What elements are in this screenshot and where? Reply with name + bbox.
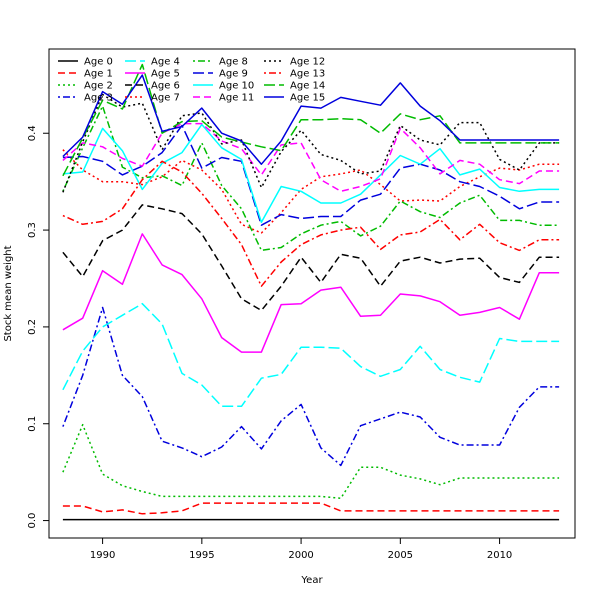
legend-label: Age 0 [84, 57, 113, 68]
series-line-age-3 [62, 306, 560, 467]
series-line-age-7 [62, 149, 560, 234]
legend-label: Age 8 [219, 57, 248, 68]
legend-label: Age 15 [290, 93, 325, 104]
series-line-age-2 [62, 423, 560, 500]
legend-label: Age 10 [219, 81, 254, 92]
y-tick-label: 0.1 [27, 416, 38, 432]
series-line-age-9 [62, 124, 560, 226]
x-axis: 1990 1995 2000 2005 2010 [90, 538, 512, 561]
series-line-age-10 [62, 123, 560, 224]
plot-frame [48, 48, 576, 539]
series-line-age-6 [62, 204, 560, 312]
legend-label: Age 3 [84, 93, 113, 104]
x-axis-label: Year [300, 575, 323, 586]
legend-label: Age 6 [151, 81, 180, 92]
y-tick-label: 0.4 [27, 125, 38, 141]
x-tick-label: 2000 [288, 550, 313, 561]
legend-label: Age 11 [219, 93, 254, 104]
y-tick-label: 0.3 [27, 222, 38, 238]
legend-label: Age 13 [290, 69, 325, 80]
legend-label: Age 12 [290, 57, 325, 68]
series-line-age-5 [62, 233, 560, 353]
legend-label: Age 5 [151, 69, 180, 80]
y-tick-label: 0.0 [27, 513, 38, 529]
legend-label: Age 2 [84, 81, 113, 92]
y-axis: 0.0 0.1 0.2 0.3 0.4 [27, 125, 49, 529]
legend-label: Age 1 [84, 69, 113, 80]
x-tick-label: 1990 [90, 550, 115, 561]
series-line-age-14 [62, 63, 560, 177]
series-line-age-15 [62, 74, 560, 165]
series-line-age-1 [62, 502, 560, 515]
plot-area [48, 48, 576, 539]
x-tick-label: 2005 [388, 550, 413, 561]
y-tick-label: 0.2 [27, 319, 38, 335]
legend-label: Age 14 [290, 81, 325, 92]
series-layer [62, 63, 560, 521]
legend-label: Age 4 [151, 57, 180, 68]
series-line-age-4 [62, 302, 560, 408]
legend-label: Age 7 [151, 93, 180, 104]
x-tick-label: 1995 [189, 550, 214, 561]
legend-label: Age 9 [219, 69, 248, 80]
x-tick-label: 2010 [487, 550, 512, 561]
y-axis-label: Stock mean weight [3, 245, 14, 341]
